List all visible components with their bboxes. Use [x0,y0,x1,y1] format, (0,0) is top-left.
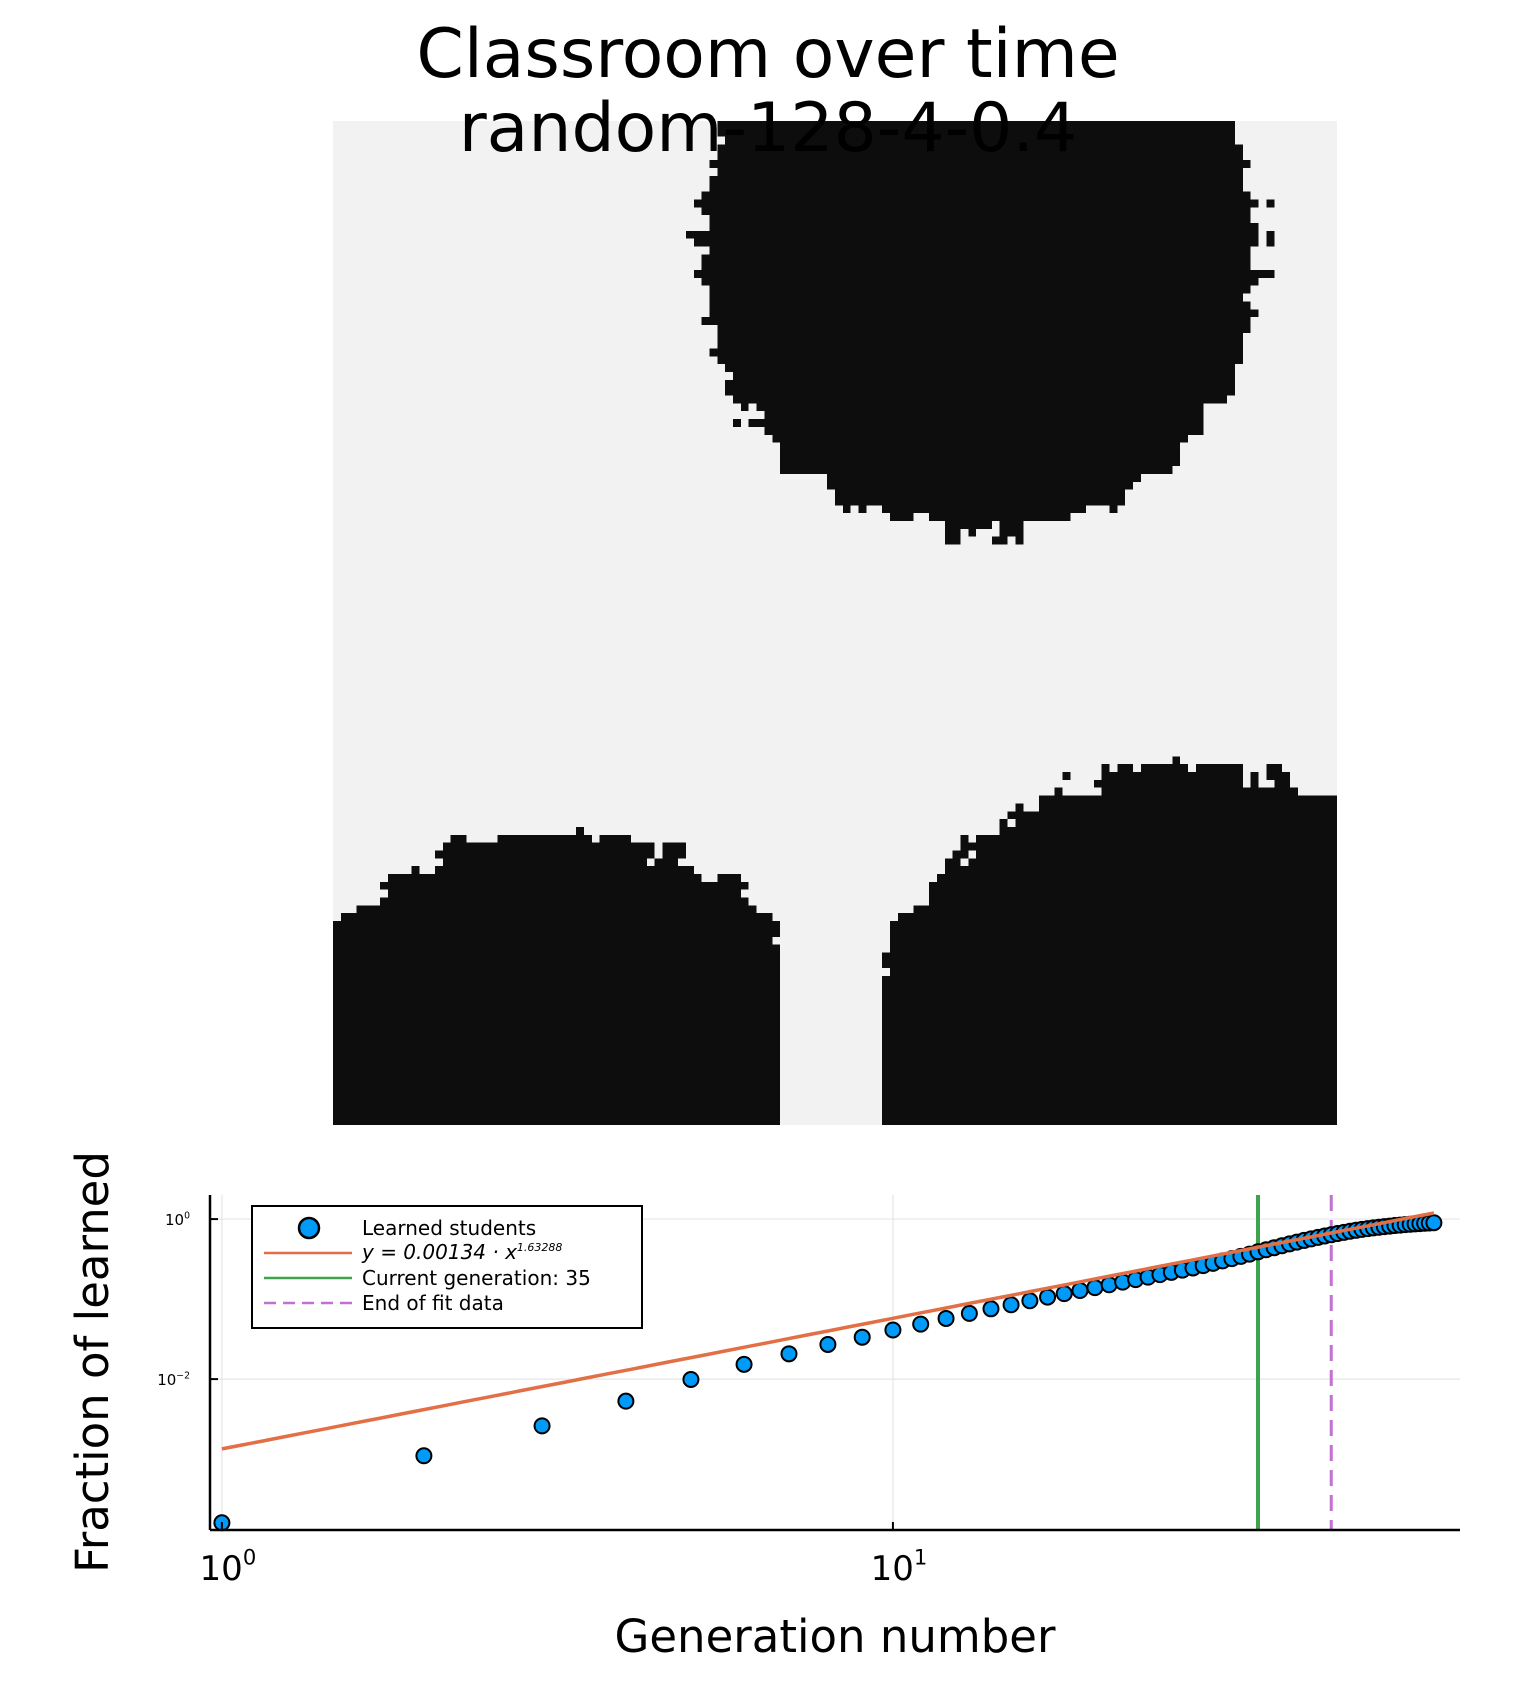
learned-students-point [780,1345,798,1363]
legend-label-learned: Learned students [362,1216,536,1240]
learned-students-point [1039,1288,1057,1306]
learned-students-point [937,1309,955,1327]
learned-students-point [819,1335,837,1353]
learned-students-point [617,1392,635,1410]
chart-subtitle: random-128-4-0.4 [458,89,1078,168]
y-axis-label: Fraction of learned [66,1151,119,1573]
power-law-fit-line [221,1211,1435,1451]
learned-students-point [682,1370,700,1388]
learned-students-point [1086,1279,1104,1297]
y-tick-label: 10−2 [157,1370,190,1389]
learned-students-point [912,1315,930,1333]
series-layer [213,1195,1443,1532]
classroom-heatmap [333,121,1337,1125]
learned-students-point [884,1321,902,1339]
learned-students-point [1425,1214,1443,1232]
legend-label-endfit: End of fit data [362,1291,504,1315]
learned-students-point [853,1328,871,1346]
tick-labels: 100 101 100 10−2 [157,1210,927,1589]
chart-title-block: Classroom over time random-128-4-0.4 [0,18,1536,166]
learned-students-point [982,1300,1000,1318]
x-axis-label: Generation number [615,1610,1056,1663]
learned-students-point [533,1417,551,1435]
learned-students-point [1055,1285,1073,1303]
x-tick-label: 100 [200,1545,257,1589]
legend-label-current: Current generation: 35 [362,1266,591,1290]
learned-students-point [735,1355,753,1373]
learned-students-point [960,1304,978,1322]
learned-students-point [1100,1276,1118,1294]
learned-students-point [1071,1282,1089,1300]
learned-students-point [415,1447,433,1465]
learned-students-point [1002,1296,1020,1314]
axes [208,1195,1460,1532]
y-tick-label: 100 [165,1210,190,1229]
learned-students-point [1021,1292,1039,1310]
chart-title: Classroom over time [416,15,1120,94]
x-tick-label: 101 [871,1545,928,1589]
legend-marker-learned [297,1216,321,1240]
legend-label-fit: y = 0.00134 · x1.63288 [361,1240,562,1264]
